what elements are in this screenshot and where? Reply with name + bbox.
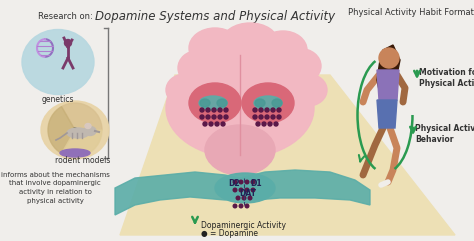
Circle shape [274,122,278,126]
Circle shape [215,122,219,126]
Circle shape [259,108,263,112]
Polygon shape [377,100,397,128]
Circle shape [239,188,243,192]
Circle shape [245,188,249,192]
Circle shape [224,115,228,119]
Text: rodent models: rodent models [55,156,111,165]
Circle shape [253,108,257,112]
Ellipse shape [41,101,109,159]
Circle shape [203,122,207,126]
Wedge shape [48,107,75,153]
Circle shape [256,122,260,126]
Circle shape [265,108,269,112]
Circle shape [245,180,249,184]
Ellipse shape [189,28,241,68]
Circle shape [251,180,255,184]
Polygon shape [377,70,399,100]
Polygon shape [240,170,370,205]
Circle shape [259,115,263,119]
Circle shape [271,108,275,112]
Ellipse shape [217,99,227,107]
Text: D1: D1 [250,179,262,187]
Circle shape [245,204,249,208]
Ellipse shape [289,74,327,106]
Circle shape [242,196,246,200]
Ellipse shape [215,173,275,203]
Ellipse shape [242,83,294,123]
Circle shape [206,115,210,119]
Text: DAT: DAT [239,189,256,199]
Ellipse shape [22,29,94,94]
Circle shape [277,108,281,112]
Ellipse shape [222,23,278,61]
Polygon shape [115,172,240,215]
Circle shape [251,188,255,192]
Circle shape [253,115,257,119]
Ellipse shape [67,128,89,138]
Circle shape [200,108,204,112]
Ellipse shape [189,83,241,123]
Circle shape [233,180,237,184]
Ellipse shape [279,48,321,83]
Circle shape [221,122,225,126]
Ellipse shape [60,149,90,157]
Text: D2: D2 [228,179,240,187]
Circle shape [268,122,272,126]
Circle shape [262,122,266,126]
Circle shape [239,180,243,184]
Text: genetics: genetics [42,95,74,104]
Ellipse shape [166,74,204,106]
Circle shape [248,196,252,200]
Circle shape [233,188,237,192]
Circle shape [218,108,222,112]
Polygon shape [120,75,455,235]
Text: informs about the mechanisms
that involve dopaminergic
activity in relation to
p: informs about the mechanisms that involv… [0,172,109,203]
Circle shape [379,48,399,68]
Circle shape [209,122,213,126]
Ellipse shape [200,99,210,107]
Ellipse shape [255,99,265,107]
Wedge shape [62,130,102,157]
Circle shape [277,115,281,119]
Circle shape [73,128,77,132]
Ellipse shape [205,125,275,175]
Ellipse shape [272,99,282,107]
Text: ● = Dopamine: ● = Dopamine [201,228,258,237]
Ellipse shape [199,96,227,110]
Circle shape [200,115,204,119]
Ellipse shape [259,31,307,69]
Circle shape [212,108,216,112]
Circle shape [233,204,237,208]
Ellipse shape [85,123,91,128]
Circle shape [206,108,210,112]
Text: Physical Activity Habit Formation: Physical Activity Habit Formation [348,8,474,17]
Text: Physical Activity
Behavior: Physical Activity Behavior [415,124,474,144]
Text: Motivation for
Physical Activity: Motivation for Physical Activity [419,68,474,88]
Circle shape [224,108,228,112]
Circle shape [218,115,222,119]
Circle shape [265,115,269,119]
Circle shape [271,115,275,119]
Circle shape [236,196,240,200]
Circle shape [212,115,216,119]
Circle shape [239,204,243,208]
Polygon shape [377,45,400,95]
Ellipse shape [178,51,218,86]
Text: Research on:: Research on: [38,12,93,21]
Wedge shape [62,103,102,130]
Ellipse shape [254,96,282,110]
Text: Dopamine Systems and Physical Activity: Dopamine Systems and Physical Activity [95,10,335,23]
Text: Dopaminergic Activity: Dopaminergic Activity [201,221,286,229]
Ellipse shape [166,58,314,158]
Circle shape [64,40,72,47]
Ellipse shape [84,127,96,135]
